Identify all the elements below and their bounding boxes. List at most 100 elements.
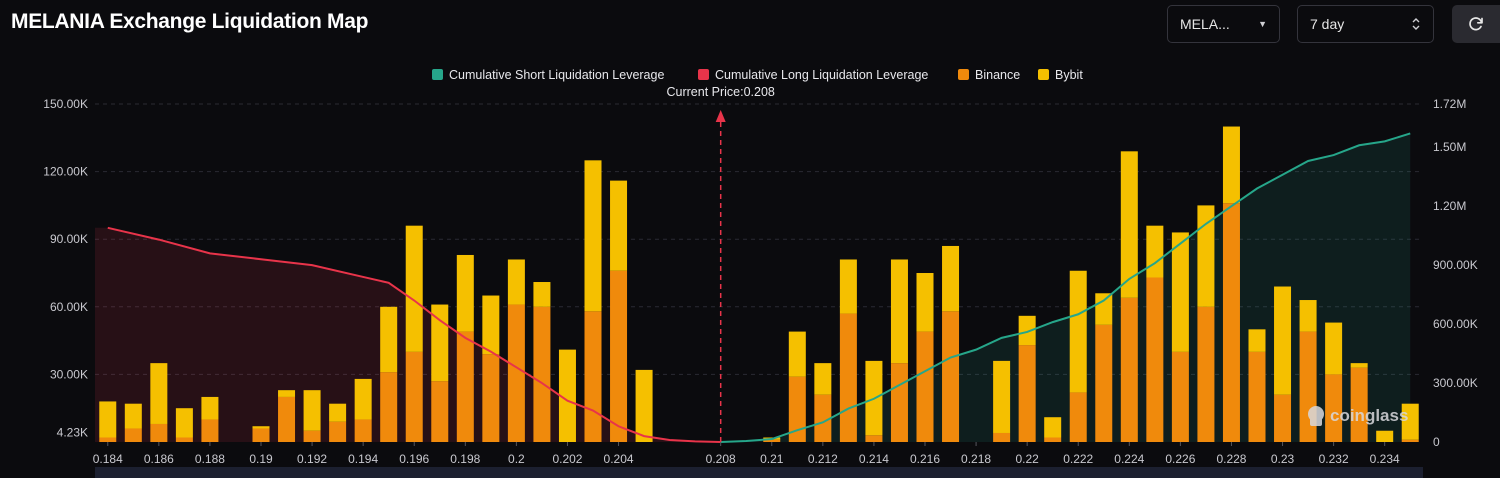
binance-bar <box>1325 374 1343 442</box>
binance-bar <box>993 432 1011 442</box>
y-right-tick-label: 300.00K <box>1433 376 1478 390</box>
bybit-bar <box>1146 225 1164 278</box>
current-price-label: Current Price:0.208 <box>666 85 774 99</box>
legend-swatch <box>958 69 969 80</box>
binance-bar <box>533 306 551 442</box>
legend-label: Bybit <box>1055 68 1083 82</box>
binance-bar <box>1222 203 1240 442</box>
up-down-chevron-icon <box>1412 18 1420 30</box>
binance-bar <box>1171 351 1189 442</box>
binance-bar <box>1401 439 1419 442</box>
x-tick-label: 0.23 <box>1271 452 1295 466</box>
x-tick-label: 0.204 <box>604 452 634 466</box>
bybit-bar <box>482 295 500 355</box>
bybit-bar <box>1171 232 1189 352</box>
long-liquidation-line <box>107 226 721 443</box>
symbol-select[interactable]: MELA... ▼ <box>1167 5 1280 43</box>
binance-bar <box>507 304 525 442</box>
binance-bar <box>124 428 142 442</box>
binance-bar <box>1248 351 1266 442</box>
bybit-bar <box>380 306 398 373</box>
bybit-bar <box>354 378 372 420</box>
x-tick-label: 0.224 <box>1114 452 1144 466</box>
binance-bar <box>405 351 423 442</box>
binance-bar <box>763 439 781 442</box>
x-tick-label: 0.2 <box>508 452 525 466</box>
bybit-bar <box>175 408 193 438</box>
bybit-bar <box>1069 270 1087 393</box>
current-price-arrow-icon <box>715 110 726 122</box>
binance-bar <box>916 331 934 442</box>
y-left-tick-label: 60.00K <box>50 300 88 314</box>
binance-bar <box>1044 437 1062 442</box>
binance-bar <box>252 428 270 442</box>
binance-bar <box>380 372 398 442</box>
bybit-bar <box>584 160 602 312</box>
y-left-tick-label: 120.00K <box>43 165 88 179</box>
x-tick-label: 0.218 <box>961 452 991 466</box>
symbol-select-value: MELA... <box>1180 16 1230 32</box>
range-scrollbar[interactable] <box>95 467 1423 478</box>
x-tick-label: 0.192 <box>297 452 327 466</box>
svg-text:coinglass: coinglass <box>1330 406 1408 425</box>
bybit-bar <box>405 225 423 352</box>
y-left-tick-label: 150.00K <box>43 97 88 111</box>
bybit-bar <box>252 426 270 429</box>
short-liquidation-line <box>720 132 1411 443</box>
x-tick-label: 0.216 <box>910 452 940 466</box>
bybit-bar <box>278 390 296 397</box>
y-right-tick-label: 0 <box>1433 435 1440 449</box>
x-tick-label: 0.214 <box>859 452 889 466</box>
bybit-bar <box>507 259 525 305</box>
binance-bar <box>1018 345 1036 442</box>
x-tick-label: 0.186 <box>144 452 174 466</box>
x-tick-label: 0.196 <box>399 452 429 466</box>
refresh-button[interactable] <box>1452 5 1500 43</box>
coinglass-watermark: coinglass <box>1308 406 1408 426</box>
bybit-bar <box>1350 363 1368 368</box>
legend-swatch <box>432 69 443 80</box>
y-left-tick-label: 90.00K <box>50 232 88 246</box>
legend-label: Cumulative Short Liquidation Leverage <box>449 68 664 82</box>
x-tick-label: 0.188 <box>195 452 225 466</box>
time-range-select[interactable]: 7 day <box>1297 5 1434 43</box>
bybit-bar <box>150 363 168 424</box>
binance-bar <box>788 376 806 442</box>
bybit-bar <box>890 259 908 364</box>
time-range-value: 7 day <box>1310 16 1345 32</box>
y-right-tick-label: 1.72M <box>1433 97 1466 111</box>
bybit-bar <box>1401 403 1419 440</box>
y-right-tick-label: 1.20M <box>1433 199 1466 213</box>
binance-bar <box>584 311 602 442</box>
bybit-bar <box>1325 322 1343 375</box>
binance-bar <box>456 331 474 442</box>
bybit-bar <box>99 401 117 438</box>
bybit-bar <box>1095 293 1113 325</box>
binance-bar <box>1095 324 1113 442</box>
bybit-bar <box>788 331 806 377</box>
binance-bar <box>1350 367 1368 442</box>
bybit-bar <box>201 396 219 420</box>
bybit-bar <box>1299 300 1317 332</box>
x-tick-label: 0.234 <box>1370 452 1400 466</box>
bybit-bar <box>303 390 321 431</box>
x-tick-label: 0.198 <box>450 452 480 466</box>
binance-bar <box>814 394 832 442</box>
binance-bar <box>99 437 117 442</box>
x-tick-label: 0.184 <box>93 452 123 466</box>
binance-bar <box>354 419 372 442</box>
y-right-tick-label: 900.00K <box>1433 258 1478 272</box>
legend-swatch <box>1038 69 1049 80</box>
bybit-bar <box>1376 430 1394 442</box>
binance-bar <box>201 419 219 442</box>
bybit-bar <box>533 282 551 307</box>
legend-label: Cumulative Long Liquidation Leverage <box>715 68 928 82</box>
bybit-bar <box>814 363 832 395</box>
binance-bar <box>1274 394 1292 442</box>
bybit-bar <box>124 403 142 429</box>
x-tick-label: 0.21 <box>760 452 784 466</box>
binance-bar <box>175 437 193 442</box>
binance-bar <box>482 354 500 442</box>
